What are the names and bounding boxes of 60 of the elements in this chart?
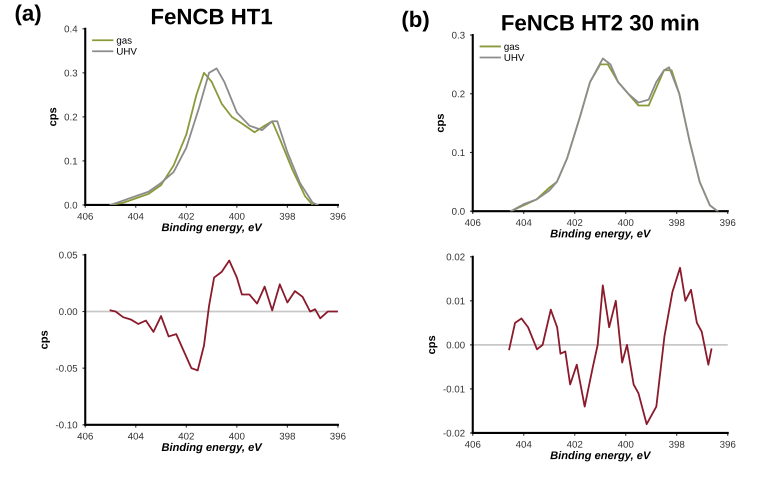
x-tick-label: 396 [330,432,346,440]
y-tick-label: 0.2 [452,90,465,98]
x-tick-label: 396 [720,219,736,226]
y-tick-label: 0.1 [64,158,78,165]
y-axis-title: cps [438,114,446,132]
y-tick-label: -0.05 [56,364,78,372]
legend-label: UHV [504,54,524,61]
y-tick-label: 0.0 [452,208,465,215]
y-tick-label: 0.00 [446,342,465,348]
line-series [110,260,338,372]
y-axis-title: cps [42,330,50,349]
x-tick-label: 396 [330,212,346,220]
x-tick-label: 402 [566,440,582,448]
y-axis-title: cps [50,108,59,126]
y-tick-label: 0.02 [446,254,465,260]
y-tick-label: 0.05 [59,252,78,258]
y-tick-label: 0.0 [64,202,78,209]
x-tick-label: 402 [178,212,194,220]
x-tick-label: 404 [516,440,532,448]
x-tick-label: 404 [516,219,532,226]
y-tick-label: 0.01 [446,298,465,304]
x-tick-label: 400 [228,432,245,440]
text: (b) [402,10,429,32]
y-axis-title: cps [429,336,438,354]
legend-label: gas [504,44,520,52]
chart-title: FeNCB HT1 [152,8,272,24]
y-tick-label: 0.2 [64,114,78,120]
x-tick-label: 398 [280,432,296,440]
line-series [508,266,712,426]
x-axis-title: Binding energy, eV [162,442,262,454]
y-tick-label: -0.01 [443,386,465,393]
y-tick-label: 0.4 [64,26,78,32]
x-tick-label: 402 [566,219,582,226]
x-axis-title: Binding energy, eV [162,223,262,234]
y-tick-label: 0.00 [59,308,78,316]
x-axis-title: Binding energy, eV [550,229,652,240]
x-tick-label: 398 [668,219,684,226]
y-tick-label: 0.3 [64,70,78,76]
chart-title: FeNCB HT2 30 min [502,14,698,31]
x-tick-label: 398 [668,440,684,448]
x-tick-label: 404 [128,212,144,220]
x-tick-label: 400 [228,212,245,220]
x-tick-label: 402 [178,432,194,440]
x-tick-label: 406 [464,440,480,448]
y-tick-label: 0.3 [452,32,465,39]
x-tick-label: 406 [77,212,93,220]
x-tick-label: 398 [280,212,296,220]
x-tick-label: 406 [77,432,93,440]
legend-label: gas [116,38,132,46]
y-tick-label: -0.10 [56,422,78,428]
x-axis-title: Binding energy, eV [550,451,652,462]
y-tick-label: 0.1 [452,149,465,156]
text: (a) [16,4,41,26]
x-tick-label: 406 [464,219,480,226]
x-tick-label: 404 [128,432,144,440]
x-tick-label: 400 [618,219,634,226]
x-tick-label: 396 [720,440,736,448]
x-tick-label: 400 [618,440,634,448]
y-tick-label: -0.02 [443,430,465,437]
legend-label: UHV [117,48,137,55]
